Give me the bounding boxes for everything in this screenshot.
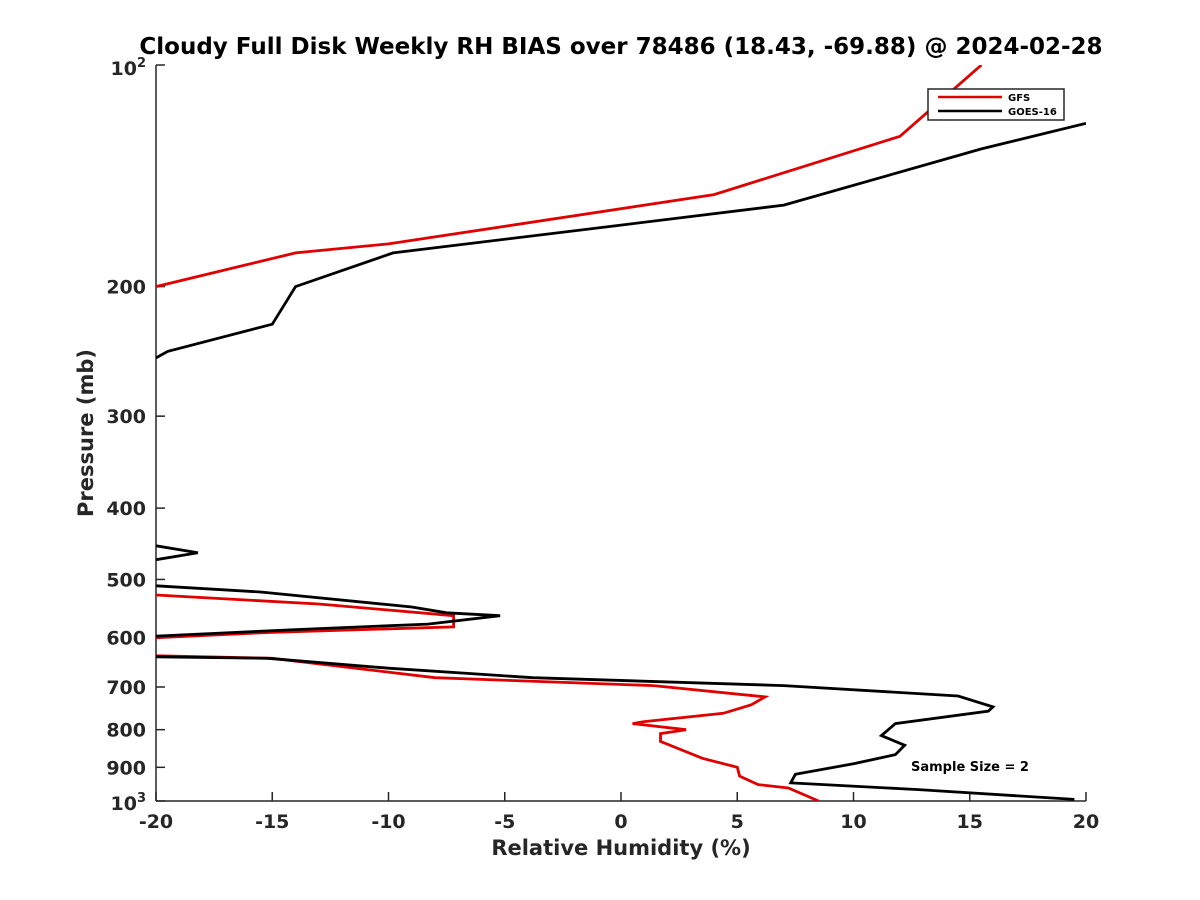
- series-line-goes16-segment-2: [156, 584, 501, 638]
- legend-label-gfs: GFS: [1008, 93, 1030, 104]
- x-axis-title: Relative Humidity (%): [491, 836, 750, 860]
- y-tick-label: 600: [106, 628, 146, 650]
- y-tick-label-max-base: 10: [111, 793, 137, 815]
- x-tick-label: 10: [840, 811, 866, 833]
- chart-title: Cloudy Full Disk Weekly RH BIAS over 784…: [139, 34, 1102, 60]
- x-tick-label: 20: [1073, 811, 1099, 833]
- x-tick-label: -20: [139, 811, 173, 833]
- axes: [155, 65, 1086, 802]
- y-tick-label: 900: [106, 757, 146, 779]
- y-tick-label: 400: [106, 498, 146, 520]
- y-axis-title: Pressure (mb): [74, 349, 98, 517]
- legend-box: [927, 88, 1065, 121]
- y-tick-label: 700: [106, 677, 146, 699]
- x-ticks: -20 -15 -10 -5 0 5 10 15 20: [139, 792, 1099, 833]
- series-line-gfs-segment-1: [156, 593, 455, 640]
- x-tick-label: 5: [731, 811, 744, 833]
- x-tick-label: -5: [494, 811, 515, 833]
- sample-size-annotation: Sample Size = 2: [911, 760, 1029, 775]
- x-tick-label: 15: [957, 811, 983, 833]
- x-tick-label: -15: [255, 811, 289, 833]
- series-line-gfs-segment-2: [156, 654, 820, 801]
- x-tick-label: 0: [614, 811, 627, 833]
- series-line-goes16-segment-1: [156, 544, 199, 562]
- series-line-goes16-segment-0: [156, 121, 1086, 360]
- y-tick-label-max: 103: [111, 791, 147, 815]
- y-tick-label-max-exp: 3: [137, 791, 146, 806]
- series-layer: [156, 65, 1086, 801]
- y-tick-label-min-base: 10: [111, 58, 137, 80]
- legend: GFS GOES-16: [927, 88, 1065, 121]
- x-tick-label: -10: [371, 811, 405, 833]
- series-line-gfs-segment-0: [156, 65, 983, 288]
- y-tick-label: 800: [106, 720, 146, 742]
- legend-label-goes16: GOES-16: [1008, 107, 1057, 118]
- y-tick-label: 300: [106, 406, 146, 428]
- series-line-goes16-segment-3: [156, 655, 1075, 801]
- y-tick-label-min: 102: [111, 56, 147, 80]
- y-tick-label: 200: [106, 277, 146, 299]
- y-tick-label: 500: [106, 569, 146, 591]
- y-tick-label-min-exp: 2: [137, 56, 146, 71]
